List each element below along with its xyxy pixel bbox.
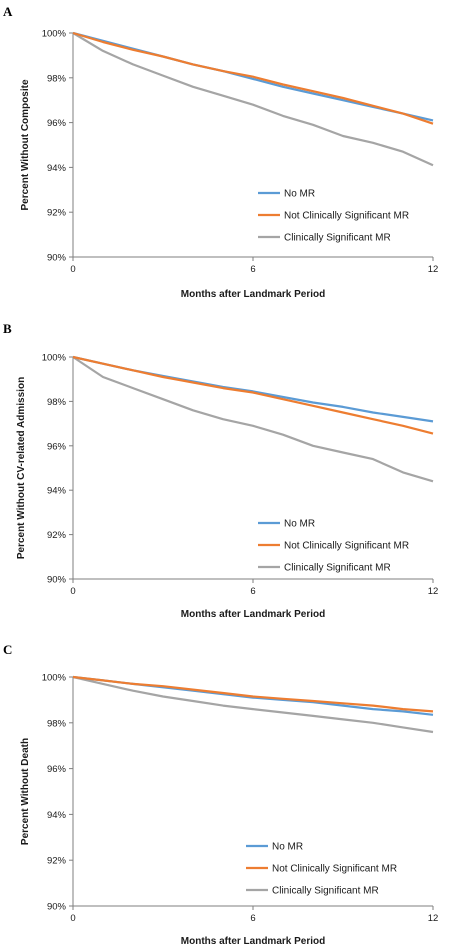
legend-label-2: Not Clinically Significant MR (272, 864, 397, 875)
series-line-3 (72, 356, 434, 483)
x-axis-label: Months after Landmark Period (181, 609, 325, 620)
series-line-3 (72, 675, 434, 734)
y-tick-label: 90% (47, 575, 67, 586)
legend-label-1: No MR (272, 842, 303, 853)
y-tick-label: 94% (47, 810, 67, 821)
x-tick-label: 0 (70, 913, 75, 924)
x-tick-label: 6 (250, 264, 255, 275)
y-tick-label: 100% (42, 29, 67, 40)
series-line-2 (72, 675, 434, 713)
legend-label-3: Clinically Significant MR (272, 886, 379, 897)
y-tick-label: 94% (47, 163, 67, 174)
series-line-1 (72, 355, 434, 423)
x-tick-label: 0 (70, 264, 75, 275)
x-tick-label: 12 (428, 913, 439, 924)
legend: No MR Not Clinically Significant MR Clinic… (246, 842, 397, 897)
x-tick-label: 0 (70, 586, 75, 597)
legend-label-1: No MR (284, 519, 315, 530)
panel-label-b: B (3, 321, 12, 336)
legend-label-2: Not Clinically Significant MR (284, 211, 409, 222)
y-tick-label: 90% (47, 902, 67, 913)
panel-label-c: C (3, 642, 12, 657)
y-axis-label: Percent Without Composite (20, 79, 31, 210)
x-tick-label: 12 (428, 264, 439, 275)
x-axis-label: Months after Landmark Period (181, 936, 325, 946)
panel-c: C 90% 92% 94% 96% 98% 100% 0 6 12 Months after Lan… (3, 642, 439, 947)
y-tick-label: 98% (47, 718, 67, 729)
y-tick-label: 90% (47, 253, 67, 264)
legend: No MR Not Clinically Significant MR Clinic… (258, 519, 409, 574)
y-tick-label: 100% (42, 673, 67, 684)
y-tick-label: 92% (47, 530, 67, 541)
x-axis-label: Months after Landmark Period (181, 289, 325, 300)
legend-label-1: No MR (284, 189, 315, 200)
panel-label-a: A (3, 4, 13, 19)
x-tick-label: 12 (428, 586, 439, 597)
y-tick-label: 98% (47, 73, 67, 84)
y-tick-label: 96% (47, 441, 67, 452)
series-line-2 (72, 31, 434, 125)
x-tick-label: 6 (250, 913, 255, 924)
legend-label-3: Clinically Significant MR (284, 233, 391, 244)
y-tick-label: 92% (47, 208, 67, 219)
y-tick-label: 92% (47, 856, 67, 867)
series-line-2 (72, 355, 434, 435)
x-tick-label: 6 (250, 586, 255, 597)
y-tick-label: 100% (42, 353, 67, 364)
legend-label-3: Clinically Significant MR (284, 563, 391, 574)
y-tick-label: 98% (47, 397, 67, 408)
panel-a: A 90% 92% 94% 96% 98% 100% 0 6 12 Months after Lan… (3, 4, 438, 300)
y-tick-label: 94% (47, 486, 67, 497)
y-tick-label: 96% (47, 118, 67, 129)
legend-label-2: Not Clinically Significant MR (284, 541, 409, 552)
legend: No MR Not Clinically Significant MR Clinic… (258, 189, 409, 244)
y-axis-label: Percent Without CV-related Admission (16, 377, 27, 559)
series-line-3 (72, 32, 434, 167)
y-axis-label: Percent Without Death (20, 738, 31, 845)
y-tick-label: 96% (47, 764, 67, 775)
panel-b: B 90% 92% 94% 96% 98% 100% 0 6 12 Months after Lan… (3, 321, 438, 620)
